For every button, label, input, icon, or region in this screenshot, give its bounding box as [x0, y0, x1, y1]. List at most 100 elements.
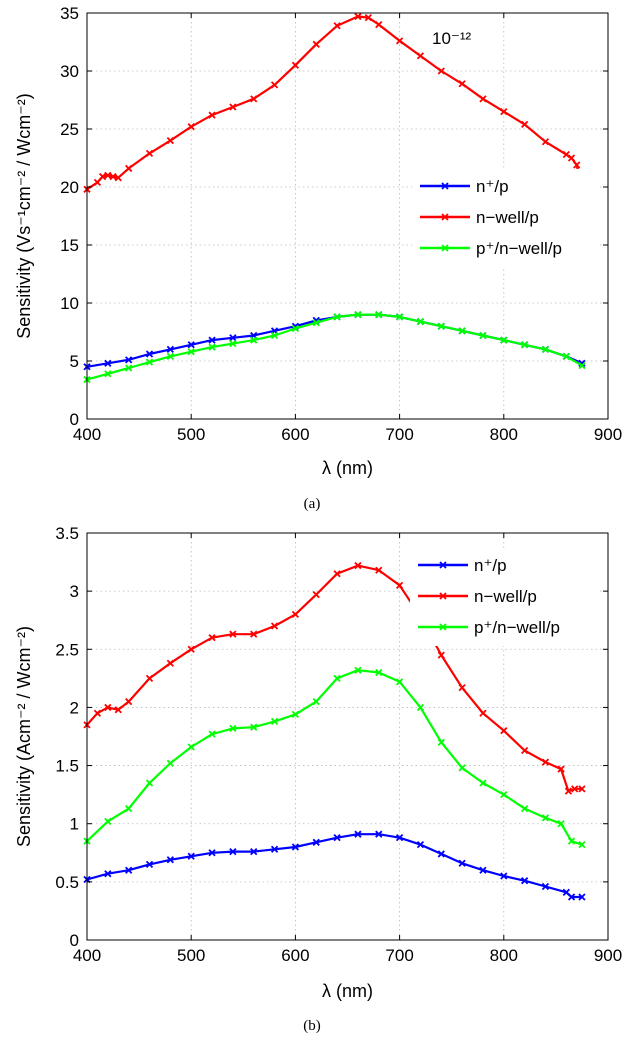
- x-tick-label: 400: [73, 946, 101, 965]
- data-point: [333, 313, 341, 321]
- x-tick-label: 800: [490, 946, 518, 965]
- data-point: [354, 666, 362, 674]
- data-point: [187, 743, 195, 751]
- data-point: [521, 341, 529, 349]
- data-point: [395, 834, 404, 842]
- data-point: [479, 331, 487, 340]
- data-point: [500, 727, 508, 735]
- data-point: [437, 738, 445, 746]
- data-point: [270, 845, 279, 853]
- data-point: [98, 172, 107, 181]
- panel-caption: (b): [303, 1018, 321, 1034]
- data-point: [395, 313, 404, 321]
- data-point: [437, 651, 445, 659]
- data-point: [104, 870, 112, 878]
- data-point: [458, 764, 466, 772]
- x-axis-label: λ (nm): [322, 981, 373, 1001]
- data-point: [541, 758, 550, 766]
- data-point: [521, 746, 529, 755]
- panel-caption: (a): [304, 496, 321, 512]
- x-tick-label: 400: [73, 425, 101, 444]
- legend-marker: [441, 213, 449, 221]
- data-point: [375, 310, 383, 319]
- y-tick-label: 1: [70, 815, 79, 834]
- data-point: [458, 80, 466, 88]
- data-point: [145, 358, 154, 366]
- data-point: [395, 37, 404, 45]
- data-point: [291, 610, 300, 619]
- data-point: [250, 95, 258, 103]
- data-point: [500, 791, 508, 799]
- data-point: [229, 630, 237, 638]
- data-point: [375, 830, 383, 838]
- legend-marker: [439, 623, 447, 631]
- y-tick-label: 1.5: [55, 757, 79, 776]
- data-point: [354, 830, 362, 838]
- data-point: [125, 697, 133, 706]
- data-point: [541, 882, 550, 891]
- y-tick-label: 30: [60, 62, 79, 81]
- y-tick-label: 2.5: [55, 640, 79, 659]
- data-point: [437, 850, 445, 858]
- data-point: [270, 622, 279, 630]
- data-point: [250, 630, 258, 638]
- chart-panel-2: 400 500 600 700 800 900 0 0.5 1 1.5 2 2.5 3 3.5 λ (nm)…: [14, 524, 622, 1034]
- data-point: [564, 787, 573, 795]
- data-point: [437, 322, 445, 330]
- data-point: [104, 359, 112, 367]
- data-point: [166, 856, 174, 864]
- x-tick-label: 500: [177, 946, 205, 965]
- data-point: [479, 709, 487, 717]
- data-point: [578, 362, 586, 370]
- data-point: [291, 61, 300, 69]
- data-point: [479, 779, 487, 787]
- data-point: [104, 370, 112, 378]
- y-axis-label: Sensitivity (Vs⁻¹cm⁻² / Wcm⁻²): [14, 93, 34, 339]
- data-point: [145, 779, 154, 787]
- data-point: [416, 703, 425, 712]
- data-point: [416, 317, 425, 326]
- data-point: [114, 706, 122, 714]
- data-point: [125, 804, 133, 813]
- series-3: [83, 310, 586, 384]
- legend-label: n⁺/p: [476, 177, 509, 196]
- data-point: [187, 348, 195, 356]
- data-point: [229, 334, 237, 342]
- data-point: [166, 345, 174, 354]
- data-point: [500, 872, 508, 880]
- data-point: [250, 336, 258, 344]
- data-point: [521, 877, 529, 885]
- data-point: [573, 161, 581, 169]
- data-point: [375, 20, 383, 29]
- data-point: [208, 634, 216, 642]
- data-point: [187, 123, 195, 131]
- series-line: [86, 669, 583, 846]
- data-point: [395, 678, 404, 686]
- x-tick-label: 700: [385, 425, 413, 444]
- data-point: [333, 22, 341, 30]
- series-line: [86, 833, 582, 899]
- y-scale-label: 10⁻¹²: [432, 29, 472, 48]
- data-point: [557, 765, 565, 773]
- data-point: [354, 561, 362, 570]
- data-point: [416, 52, 425, 60]
- data-point: [500, 336, 508, 344]
- data-point: [567, 837, 576, 845]
- data-point: [333, 570, 341, 578]
- y-tick-label: 0: [70, 931, 79, 950]
- data-point: [208, 730, 216, 738]
- plot-frame: [86, 12, 609, 420]
- data-point: [145, 149, 154, 157]
- data-point: [312, 319, 320, 327]
- data-point: [145, 674, 154, 682]
- data-point: [125, 866, 133, 874]
- data-point: [104, 817, 112, 826]
- chart-panel-1: 400 500 600 700 800 900 0 5 10 15 20 25 30 35 λ (nm) Se…: [14, 4, 622, 512]
- data-point: [375, 668, 383, 677]
- data-point: [187, 341, 195, 349]
- data-point: [125, 356, 133, 364]
- data-point: [541, 138, 550, 146]
- data-point: [187, 645, 195, 653]
- data-point: [166, 759, 174, 767]
- data-point: [333, 674, 341, 682]
